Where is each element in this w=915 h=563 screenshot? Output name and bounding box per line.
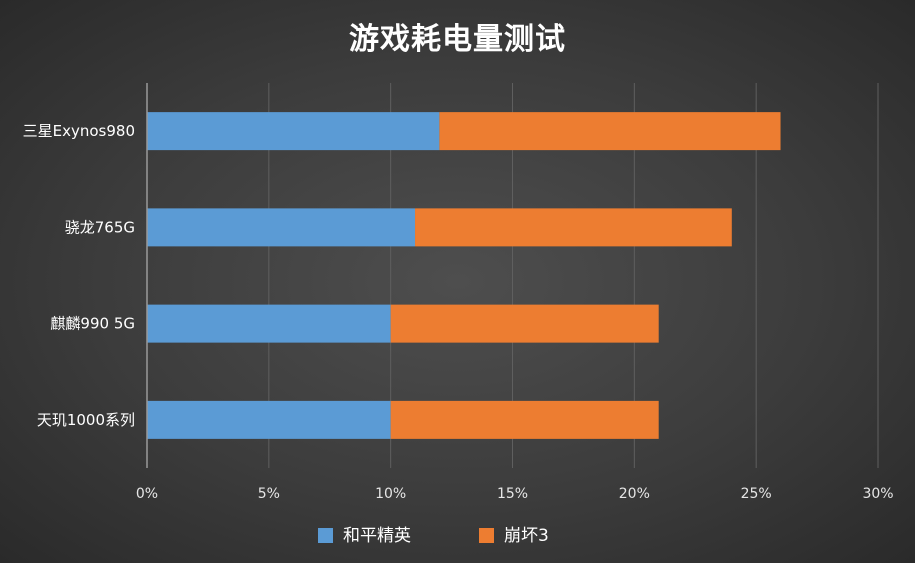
bar-series1 [147,208,416,247]
legend-label: 崩坏3 [504,526,549,546]
legend-label: 和平精英 [343,526,411,546]
bar-series2 [390,304,659,343]
chart-title: 游戏耗电量测试 [349,22,566,57]
legend-swatch [318,528,333,543]
y-tick-label: 三星Exynos980 [23,122,135,140]
bar-series2 [415,208,732,247]
x-tick-label: 10% [375,486,406,502]
y-tick-label: 天玑1000系列 [37,411,135,429]
bar-series2 [439,112,781,151]
bar-series1 [147,112,440,151]
bar-series1 [147,400,391,439]
x-tick-label: 30% [862,486,893,502]
x-tick-label: 0% [136,486,158,502]
bar-series1 [147,304,391,343]
y-tick-label: 麒麟990 5G [50,315,135,333]
x-tick-label: 25% [741,486,772,502]
bar-series2 [390,400,659,439]
x-tick-label: 15% [497,486,528,502]
x-tick-label: 5% [258,486,280,502]
y-tick-label: 骁龙765G [65,218,135,236]
x-tick-label: 20% [619,486,650,502]
legend-swatch [479,528,494,543]
